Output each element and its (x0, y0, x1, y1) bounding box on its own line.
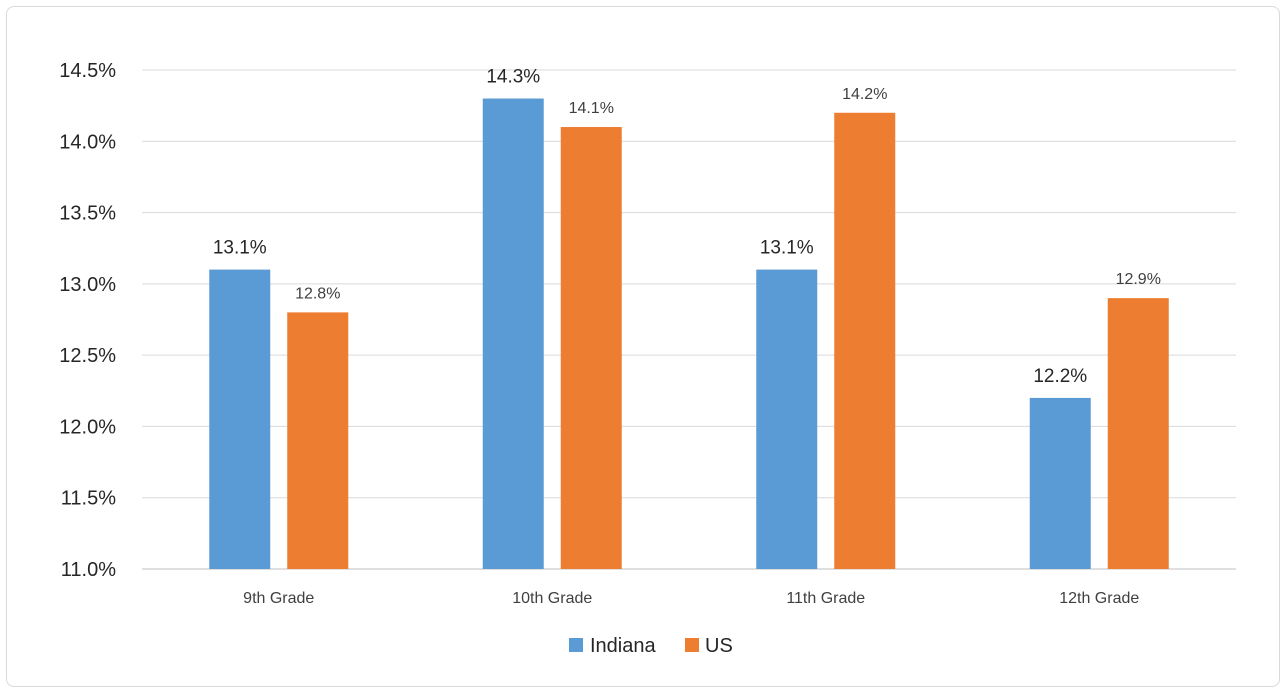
bar-us (287, 312, 349, 569)
data-label: 14.2% (842, 86, 887, 103)
x-axis-categories: 9th Grade 10th Grade 11th Grade 12th Grade (243, 590, 1139, 607)
bar-indiana (756, 269, 818, 569)
y-tick-label: 11.0% (61, 559, 116, 581)
data-label: 14.3% (486, 67, 540, 88)
data-label: 12.2% (1033, 366, 1087, 387)
bar-indiana (209, 269, 271, 569)
data-labels: 13.1% 12.8% 14.3% 14.1% 13.1% 14.2% 12.2% 12.9% (213, 67, 1161, 387)
y-tick-label: 14.5% (59, 60, 116, 82)
y-tick-label: 12.5% (59, 345, 116, 367)
x-tick-label: 11th Grade (786, 590, 865, 607)
x-tick-label: 9th Grade (243, 590, 314, 607)
data-label: 14.1% (569, 100, 614, 117)
data-label: 13.1% (760, 238, 814, 259)
x-tick-label: 10th Grade (512, 590, 592, 607)
bar-indiana (1029, 397, 1091, 569)
data-label: 12.8% (295, 285, 340, 302)
legend-label: US (705, 635, 733, 657)
bars (209, 98, 1169, 570)
bar-us (560, 127, 622, 570)
y-tick-label: 13.5% (59, 203, 116, 225)
legend-swatch-indiana (569, 638, 583, 652)
legend-swatch-us (685, 638, 699, 652)
y-axis-ticks: 11.0% 11.5% 12.0% 12.5% 13.0% 13.5% 14.0% 14.5% (59, 60, 116, 581)
data-label: 12.9% (1116, 271, 1161, 288)
legend-label: Indiana (590, 635, 656, 657)
y-tick-label: 14.0% (59, 131, 116, 153)
x-tick-label: 12th Grade (1059, 590, 1139, 607)
data-label: 13.1% (213, 238, 267, 259)
y-tick-label: 11.5% (61, 488, 116, 510)
bar-us (834, 112, 896, 570)
bar-us (1107, 298, 1169, 569)
y-tick-label: 13.0% (59, 274, 116, 296)
bar-indiana (482, 98, 544, 569)
legend: Indiana US (569, 635, 733, 657)
y-tick-label: 12.0% (59, 416, 116, 438)
